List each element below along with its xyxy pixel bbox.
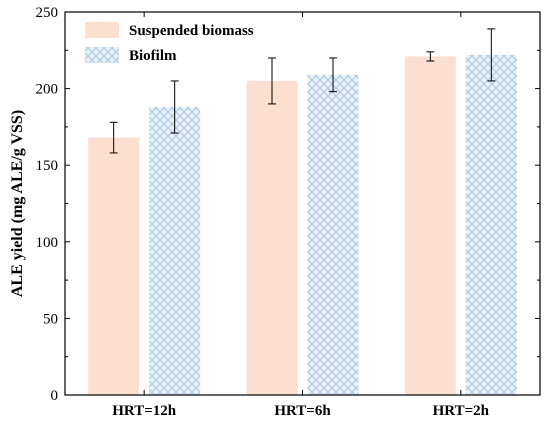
- plot-area: HRT=12h HRT=6h HRT=2h 0 50 100 150 200 250 Suspen…: [36, 5, 541, 419]
- bar-suspended-biomass-2: [404, 56, 456, 395]
- y-tick-label: 250: [36, 5, 59, 21]
- legend-swatch-biofilm: [85, 47, 119, 63]
- y-tick-label: 0: [51, 388, 59, 404]
- legend-label-biofilm: Biofilm: [129, 48, 177, 64]
- y-tick-label: 50: [43, 311, 58, 327]
- bar-suspended-biomass-0: [88, 137, 140, 395]
- plot-frame: [64, 11, 541, 396]
- x-tick-label: HRT=2h: [433, 403, 490, 419]
- legend-label-suspended-biomass: Suspended biomass: [129, 23, 254, 39]
- x-tick-label: HRT=6h: [274, 403, 331, 419]
- y-tick-label: 100: [36, 235, 59, 251]
- bar-biofilm-2: [465, 54, 517, 396]
- bar-biofilm-0: [149, 106, 201, 395]
- bar-biofilm-1: [307, 74, 359, 395]
- x-tick-label: HRT=12h: [112, 403, 177, 419]
- y-tick-label: 200: [36, 82, 59, 98]
- y-axis-title: ALE yield (mg ALE/g VSS): [9, 110, 26, 297]
- y-tick-label: 150: [36, 158, 59, 174]
- bar-suspended-biomass-1: [246, 80, 298, 395]
- legend-swatch-suspended-biomass: [85, 22, 119, 38]
